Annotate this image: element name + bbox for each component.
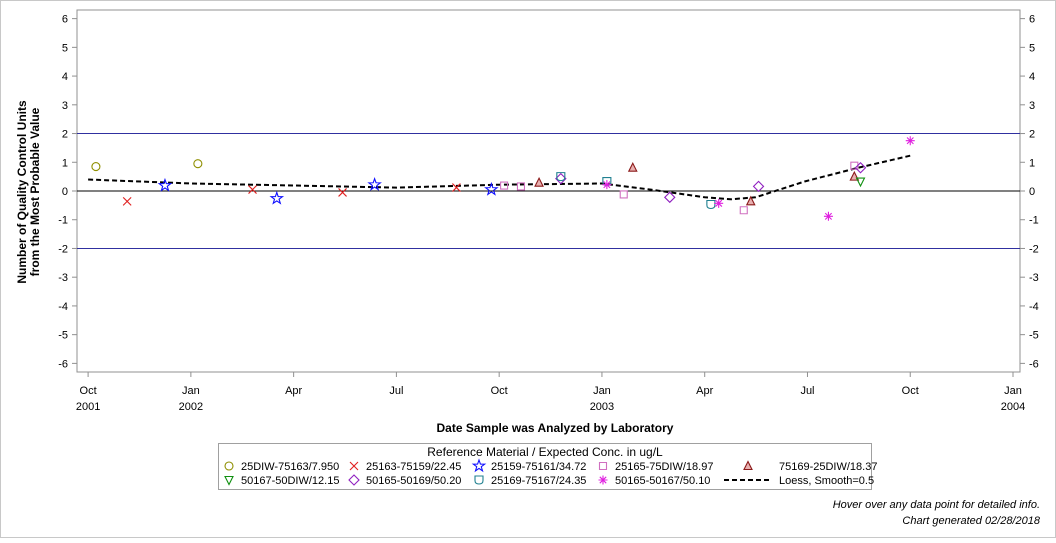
x-tick-label: Oct: [80, 385, 97, 397]
data-point[interactable]: [752, 180, 765, 193]
data-point[interactable]: [745, 195, 756, 206]
y-tick-label: -1: [1029, 215, 1039, 227]
x-tick-label: Jan: [182, 385, 200, 397]
y-tick-label: 1: [1029, 157, 1035, 169]
legend-label: 75169-25DIW/18.37: [779, 461, 877, 473]
legend-label: 50165-50167/50.10: [615, 475, 710, 487]
y-tick-label: 4: [62, 71, 68, 83]
note: Hover over any data point for detailed i…: [833, 499, 1040, 511]
data-point[interactable]: [602, 180, 612, 190]
note: Chart generated 02/28/2018: [902, 515, 1040, 527]
y-tick-label: -5: [58, 330, 68, 342]
data-point[interactable]: [854, 161, 867, 174]
data-point[interactable]: [338, 188, 347, 197]
data-point[interactable]: [556, 172, 566, 182]
y-tick-label: 5: [62, 42, 68, 54]
y-tick-label: -4: [58, 301, 68, 313]
x-tick-sublabel: 2002: [179, 401, 203, 413]
y-tick-label: 5: [1029, 42, 1035, 54]
data-point[interactable]: [706, 199, 716, 210]
data-point[interactable]: [500, 181, 509, 190]
data-point[interactable]: [739, 206, 748, 215]
y-axis-title: Number of Quality Control Units from the…: [15, 100, 42, 284]
y-axis-title-line: from the Most Probable Value: [28, 107, 42, 276]
y-tick-label: -2: [58, 243, 68, 255]
legend-marker: [224, 475, 234, 486]
x-axis-title: Date Sample was Analyzed by Laboratory: [437, 421, 674, 435]
y-tick-label: -5: [1029, 330, 1039, 342]
legend-label: 50165-50169/50.20: [366, 475, 461, 487]
data-point[interactable]: [452, 183, 461, 192]
data-point[interactable]: [555, 172, 567, 185]
legend-label: 25163-75159/22.45: [366, 461, 461, 473]
data-point[interactable]: [905, 136, 915, 146]
y-tick-label: 3: [62, 100, 68, 112]
x-tick-label: Jan: [1004, 385, 1022, 397]
x-tick-sublabel: 2001: [76, 401, 100, 413]
y-tick-label: 4: [1029, 71, 1035, 83]
x-tick-sublabel: 2003: [590, 401, 614, 413]
data-point[interactable]: [367, 177, 382, 191]
data-point[interactable]: [823, 211, 833, 221]
data-point[interactable]: [663, 191, 676, 204]
legend-marker: [471, 458, 487, 473]
y-tick-label: 6: [62, 14, 68, 26]
data-point[interactable]: [484, 181, 499, 196]
legend-label: 25DIW-75163/7.950: [241, 461, 339, 473]
y-tick-label: -3: [1029, 272, 1039, 284]
data-point[interactable]: [850, 161, 859, 170]
y-tick-label: -6: [1029, 358, 1039, 370]
data-point[interactable]: [619, 190, 628, 199]
data-point[interactable]: [714, 198, 724, 208]
x-tick-label: Apr: [285, 385, 302, 397]
legend-label: 25165-75DIW/18.97: [615, 461, 713, 473]
y-tick-label: 2: [62, 129, 68, 141]
data-point[interactable]: [193, 159, 203, 169]
y-tick-label: -2: [1029, 243, 1039, 255]
x-tick-label: Jul: [800, 385, 814, 397]
y-tick-label: 6: [1029, 14, 1035, 26]
legend-marker: [474, 475, 484, 485]
legend-marker: [598, 461, 608, 471]
y-tick-label: -4: [1029, 301, 1039, 313]
legend-frame: [218, 443, 872, 490]
data-point[interactable]: [248, 185, 257, 194]
fit-line: [88, 154, 911, 201]
y-tick-label: -1: [58, 215, 68, 227]
data-point[interactable]: [855, 177, 866, 188]
legend-marker: [224, 461, 234, 471]
x-tick-label: Oct: [491, 385, 508, 397]
data-point[interactable]: [627, 161, 638, 172]
y-tick-label: -6: [58, 358, 68, 370]
y-tick-label: 0: [62, 186, 68, 198]
data-point[interactable]: [157, 177, 173, 192]
y-tick-label: 3: [1029, 100, 1035, 112]
legend-title: Reference Material / Expected Conc. in u…: [427, 445, 663, 459]
data-point[interactable]: [122, 196, 132, 206]
legend-label: 25169-75167/24.35: [491, 475, 586, 487]
y-tick-label: -3: [58, 272, 68, 284]
legend-marker: [743, 460, 753, 471]
x-tick-label: Jul: [389, 385, 403, 397]
legend-marker: [348, 474, 360, 486]
legend-marker: [598, 475, 608, 485]
x-tick-label: Oct: [902, 385, 919, 397]
legend-label: Loess, Smooth=0.5: [779, 475, 874, 487]
data-point[interactable]: [534, 176, 544, 187]
data-point[interactable]: [516, 182, 526, 191]
legend-label: 25159-75161/34.72: [491, 461, 586, 473]
y-tick-label: 0: [1029, 186, 1035, 198]
y-axis-title-line: Number of Quality Control Units: [15, 100, 29, 284]
x-tick-label: Apr: [696, 385, 713, 397]
x-tick-sublabel: 2004: [1001, 401, 1025, 413]
y-tick-label: 2: [1029, 129, 1035, 141]
legend-label: 50167-50DIW/12.15: [241, 475, 339, 487]
legend-marker: [349, 461, 359, 471]
x-tick-label: Jan: [593, 385, 611, 397]
y-tick-label: 1: [62, 157, 68, 169]
data-point[interactable]: [91, 162, 101, 172]
data-point[interactable]: [269, 190, 285, 205]
